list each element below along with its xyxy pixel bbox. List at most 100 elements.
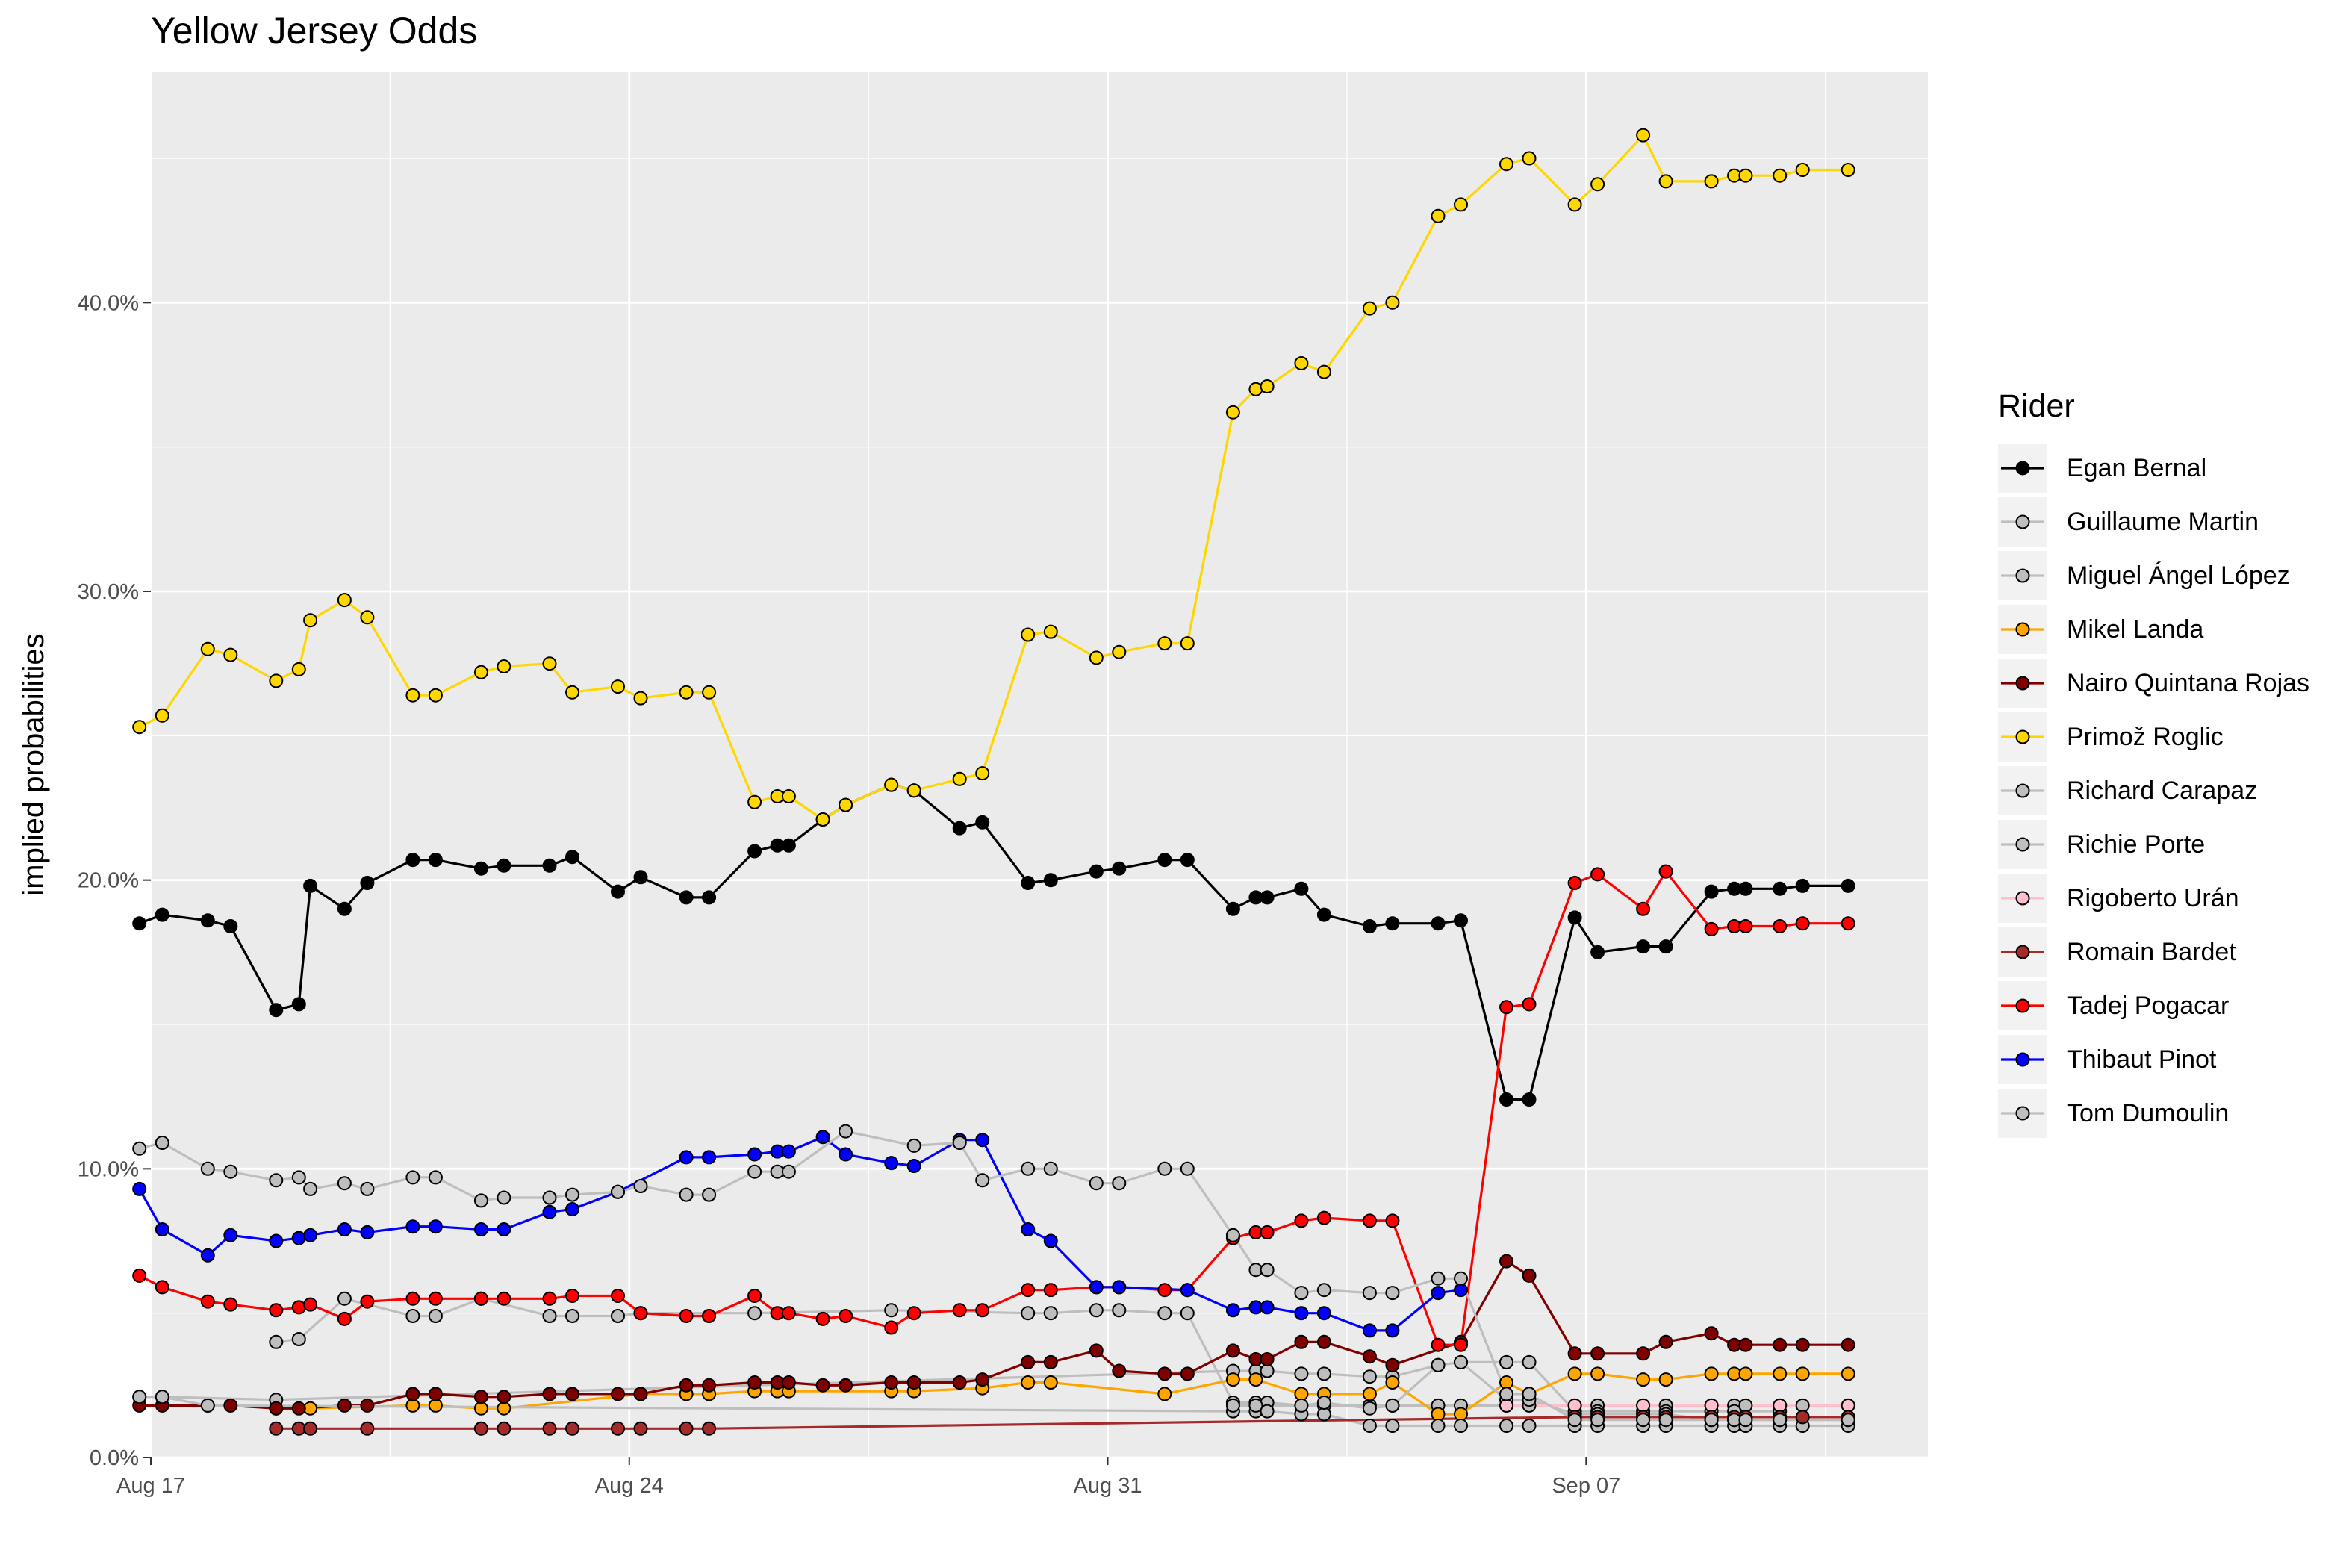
- data-point-primoz-roglic: [1795, 163, 1810, 177]
- data-point-guillaume-martin: [1795, 1398, 1810, 1413]
- data-point-thibaut-pinot: [1089, 1280, 1104, 1295]
- data-point-nairo-quintana-rojas: [1316, 1334, 1331, 1349]
- data-point-rigoberto-uran: [1499, 1398, 1513, 1413]
- data-point-primoz-roglic: [405, 688, 420, 703]
- data-point-nairo-quintana-rojas: [1658, 1334, 1673, 1349]
- x-tick-label: Aug 24: [595, 1474, 664, 1498]
- grid-lines: [149, 72, 1928, 1459]
- data-point-tom-dumoulin: [155, 1136, 169, 1150]
- data-point-tadej-pogacar: [473, 1291, 488, 1306]
- data-point-nairo-quintana-rojas: [1180, 1366, 1195, 1381]
- data-point-romain-bardet: [269, 1421, 284, 1436]
- data-point-nairo-quintana-rojas: [1043, 1354, 1058, 1369]
- data-point-richie-porte: [1385, 1398, 1400, 1413]
- data-point-thibaut-pinot: [1021, 1222, 1036, 1236]
- data-point-egan-bernal: [337, 901, 352, 916]
- data-point-primoz-roglic: [679, 685, 694, 700]
- data-point-egan-bernal: [405, 853, 420, 868]
- legend-key-richard-carapaz: [1998, 766, 2047, 815]
- data-point-richard-carapaz: [1454, 1419, 1468, 1433]
- legend-item-richie-porte: Richie Porte: [1989, 818, 2309, 871]
- data-point-thibaut-pinot: [1043, 1233, 1058, 1248]
- data-point-tadej-pogacar: [1294, 1213, 1309, 1228]
- data-point-primoz-roglic: [1180, 636, 1195, 651]
- legend-key-point: [2015, 783, 2030, 798]
- data-point-mikel-landa: [1385, 1375, 1400, 1390]
- data-point-guillaume-martin: [405, 1309, 420, 1323]
- legend-item-guillaume-martin: Guillaume Martin: [1989, 495, 2309, 549]
- data-point-tadej-pogacar: [1316, 1210, 1331, 1225]
- data-point-egan-bernal: [1180, 853, 1195, 868]
- data-point-nairo-quintana-rojas: [405, 1387, 420, 1401]
- data-point-primoz-roglic: [1658, 174, 1673, 189]
- data-point-nairo-quintana-rojas: [1385, 1357, 1400, 1372]
- data-point-nairo-quintana-rojas: [747, 1375, 762, 1390]
- data-point-egan-bernal: [542, 858, 557, 873]
- legend-key-point: [2015, 568, 2030, 583]
- legend-key-primoz-roglic: [1998, 712, 2047, 762]
- data-point-romain-bardet: [633, 1421, 648, 1436]
- data-point-nairo-quintana-rojas: [1841, 1337, 1855, 1352]
- x-axis: Aug 17 Aug 24 Aug 31 Sep 07: [116, 1457, 1620, 1498]
- data-point-guillaume-martin: [1157, 1306, 1172, 1321]
- data-point-egan-bernal: [155, 907, 169, 922]
- data-point-miguel-angel-lopez: [1522, 1354, 1537, 1369]
- data-point-primoz-roglic: [1294, 356, 1309, 370]
- data-point-tadej-pogacar: [906, 1306, 921, 1321]
- y-tick-label: 20.0%: [78, 869, 139, 893]
- data-point-romain-bardet: [473, 1421, 488, 1436]
- data-point-mikel-landa: [428, 1398, 443, 1413]
- data-point-egan-bernal: [1567, 910, 1582, 925]
- data-point-egan-bernal: [200, 913, 215, 928]
- data-point-egan-bernal: [497, 858, 511, 873]
- data-point-richard-carapaz: [1362, 1419, 1377, 1433]
- data-point-nairo-quintana-rojas: [360, 1398, 375, 1413]
- data-point-primoz-roglic: [975, 766, 990, 781]
- legend-key-point: [2015, 676, 2030, 691]
- data-point-primoz-roglic: [952, 771, 967, 786]
- data-point-tom-dumoulin: [1294, 1286, 1309, 1301]
- data-point-primoz-roglic: [1499, 157, 1513, 172]
- data-point-tadej-pogacar: [975, 1303, 990, 1318]
- data-point-tadej-pogacar: [1738, 919, 1753, 933]
- x-tick-label: Aug 31: [1074, 1474, 1142, 1498]
- data-point-miguel-angel-lopez: [1316, 1366, 1331, 1381]
- data-point-egan-bernal: [781, 838, 796, 853]
- data-point-thibaut-pinot: [1225, 1303, 1240, 1318]
- data-point-romain-bardet: [702, 1421, 717, 1436]
- legend-key-tadej-pogacar: [1998, 981, 2047, 1030]
- legend-key-romain-bardet: [1998, 927, 2047, 977]
- data-point-guillaume-martin: [747, 1306, 762, 1321]
- data-point-primoz-roglic: [1431, 208, 1446, 223]
- data-point-tadej-pogacar: [1522, 997, 1537, 1012]
- data-point-mikel-landa: [1738, 1366, 1753, 1381]
- data-point-guillaume-martin: [1089, 1303, 1104, 1318]
- data-point-thibaut-pinot: [428, 1219, 443, 1234]
- data-point-thibaut-pinot: [781, 1144, 796, 1159]
- data-point-nairo-quintana-rojas: [497, 1390, 511, 1404]
- data-point-primoz-roglic: [1089, 650, 1104, 665]
- data-point-egan-bernal: [1590, 945, 1605, 959]
- data-point-tom-dumoulin: [497, 1190, 511, 1205]
- data-point-tom-dumoulin: [839, 1124, 853, 1139]
- data-point-primoz-roglic: [1225, 405, 1240, 420]
- data-point-egan-bernal: [633, 870, 648, 885]
- data-point-primoz-roglic: [1362, 301, 1377, 316]
- data-point-egan-bernal: [1260, 890, 1275, 905]
- data-point-nairo-quintana-rojas: [1795, 1337, 1810, 1352]
- data-point-thibaut-pinot: [565, 1202, 579, 1216]
- data-point-primoz-roglic: [633, 691, 648, 706]
- data-point-tom-dumoulin: [611, 1184, 625, 1199]
- legend: Rider Egan Bernal Guillaume Martin Miguel …: [1989, 388, 2309, 1140]
- data-point-richie-porte: [1362, 1401, 1377, 1416]
- data-point-egan-bernal: [360, 876, 375, 890]
- data-point-thibaut-pinot: [200, 1248, 215, 1263]
- data-point-guillaume-martin: [269, 1334, 284, 1349]
- data-point-primoz-roglic: [747, 794, 762, 809]
- data-point-egan-bernal: [303, 878, 318, 893]
- data-point-egan-bernal: [269, 1003, 284, 1018]
- data-point-thibaut-pinot: [1180, 1283, 1195, 1298]
- legend-key-point: [2015, 945, 2030, 959]
- data-point-mikel-landa: [1248, 1372, 1263, 1387]
